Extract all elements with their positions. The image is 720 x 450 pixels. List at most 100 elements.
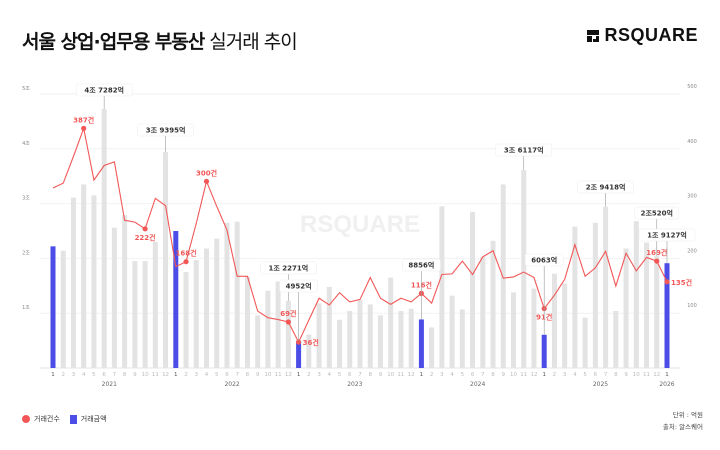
x-tick-year: 2024 <box>470 381 485 388</box>
x-tick-month: 8 <box>614 372 618 378</box>
bar <box>193 260 199 368</box>
bar <box>163 152 169 368</box>
x-tick-month: 1 <box>420 372 424 378</box>
bar <box>541 334 547 368</box>
x-tick-month: 10 <box>387 372 394 378</box>
x-tick-month: 10 <box>142 372 149 378</box>
bar <box>490 240 496 368</box>
x-tick-month: 8 <box>123 372 127 378</box>
x-tick-month: 6 <box>348 372 352 378</box>
bar <box>234 221 240 368</box>
legend-item-amount: 거래금액 <box>69 414 107 424</box>
bar <box>377 315 383 368</box>
logo-mark-icon <box>587 29 600 42</box>
x-tick-month: 7 <box>358 372 362 378</box>
bar <box>388 277 394 368</box>
callout-box <box>75 83 133 97</box>
x-tick-year: 2025 <box>593 381 608 388</box>
x-tick-month: 10 <box>633 372 640 378</box>
bar <box>592 222 598 368</box>
bar <box>357 300 363 368</box>
left-axis-tick: 5조 <box>22 86 30 92</box>
bar <box>81 184 87 368</box>
x-tick-month: 10 <box>510 372 517 378</box>
x-tick-month: 12 <box>653 372 660 378</box>
count-label: 36건 <box>303 338 319 347</box>
right-axis-tick: 500 <box>687 84 697 90</box>
x-tick-month: 12 <box>530 372 537 378</box>
x-tick-month: 6 <box>471 372 475 378</box>
x-tick-month: 5 <box>583 372 587 378</box>
legend-label: 거래건수 <box>34 415 60 423</box>
footer-notes: 단위 : 억원 출처: 알스퀘어 <box>663 409 703 433</box>
callout-box <box>137 123 194 137</box>
bar <box>337 319 343 368</box>
count-line <box>52 126 668 344</box>
bar <box>101 108 107 368</box>
x-tick-month: 11 <box>397 372 404 378</box>
callout-label: 8856억 <box>408 261 434 270</box>
right-axis-tick: 100 <box>687 303 697 309</box>
x-tick-month: 5 <box>215 372 219 378</box>
x-tick-year: 2023 <box>347 381 362 388</box>
bar <box>408 308 414 368</box>
bar <box>142 261 148 368</box>
bar <box>521 170 527 368</box>
count-point <box>203 178 210 184</box>
x-tick-month: 4 <box>573 372 577 378</box>
callout-label: 4조 7282억 <box>84 86 124 95</box>
right-axis-tick: 400 <box>687 139 697 145</box>
count-point <box>654 258 660 264</box>
bar <box>551 273 557 368</box>
x-tick-month: 7 <box>481 372 485 378</box>
x-tick-month: 11 <box>520 372 527 378</box>
x-tick-month: 1 <box>665 372 669 378</box>
x-tick-month: 7 <box>604 372 608 378</box>
x-tick-month: 3 <box>440 372 444 378</box>
x-tick-month: 3 <box>72 372 76 378</box>
bar <box>500 184 506 368</box>
bar <box>214 238 220 368</box>
x-tick-month: 10 <box>264 372 271 378</box>
count-point <box>183 259 189 265</box>
x-tick-month: 9 <box>624 372 628 378</box>
x-tick-month: 3 <box>195 372 199 378</box>
x-tick-month: 4 <box>82 372 86 378</box>
callout-label: 3조 6117억 <box>504 146 544 155</box>
x-tick-month: 11 <box>275 372 282 378</box>
x-tick-month: 11 <box>643 372 650 378</box>
x-tick-month: 2 <box>553 372 557 378</box>
x-tick-year: 2021 <box>102 381 117 388</box>
bar <box>224 222 230 368</box>
x-tick-year: 2022 <box>224 381 239 388</box>
bar <box>562 283 568 368</box>
x-tick-month: 1 <box>51 372 55 378</box>
bar <box>511 292 516 368</box>
source-note: 출처: 알스퀘어 <box>662 423 703 431</box>
x-tick-month: 2 <box>307 372 311 378</box>
bar <box>152 241 158 368</box>
callout-box <box>638 228 696 242</box>
bar <box>418 319 424 368</box>
x-tick-month: 5 <box>461 372 465 378</box>
bar <box>285 300 291 368</box>
bar <box>531 288 537 368</box>
x-tick-month: 7 <box>113 372 117 378</box>
count-label: 168건 <box>176 249 197 258</box>
left-axis-tick: 4조 <box>22 141 30 147</box>
x-tick-month: 9 <box>379 372 383 378</box>
x-tick-month: 6 <box>225 372 229 378</box>
x-tick-month: 8 <box>246 372 250 378</box>
watermark: RSQUARE <box>300 211 420 238</box>
legend: 거래건수 거래금액 <box>22 414 107 424</box>
x-tick-month: 2 <box>184 372 188 378</box>
title-light: 실거래 추이 <box>209 31 297 53</box>
x-tick-month: 8 <box>368 372 372 378</box>
bar <box>664 263 670 368</box>
count-label: 300건 <box>196 168 217 177</box>
callout-box <box>495 143 553 157</box>
bar <box>244 276 250 368</box>
x-tick-month: 12 <box>285 372 292 378</box>
bar <box>367 304 373 368</box>
